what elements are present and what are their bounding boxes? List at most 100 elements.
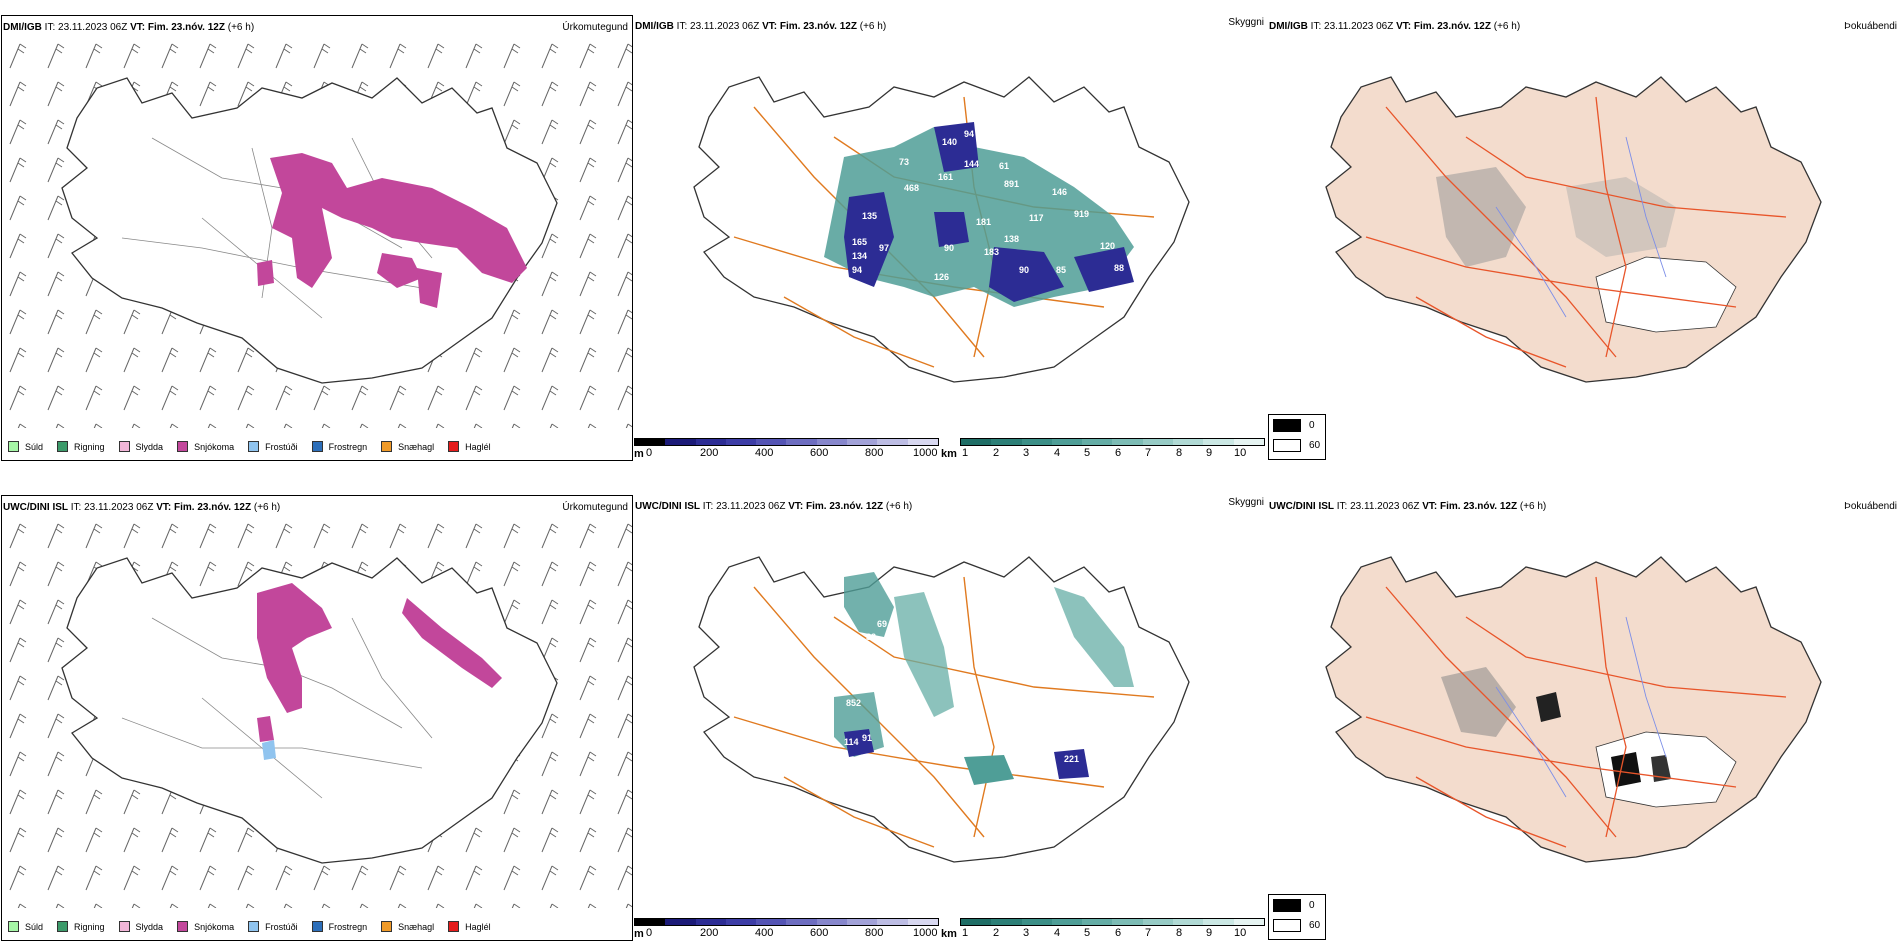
legend-item: Súld <box>8 441 43 452</box>
value-label: 32 <box>866 632 876 642</box>
fog-index-panel-top: DMI/IGB IT: 23.11.2023 06Z VT: Fim. 23.n… <box>1266 15 1899 461</box>
value-label: 891 <box>1004 179 1019 189</box>
panel-title: Skyggni <box>1228 17 1264 28</box>
legend-item: Frostregn <box>311 441 367 452</box>
value-label: 161 <box>1019 739 1034 749</box>
value-label: 90 <box>944 243 954 253</box>
fog-white-area <box>1595 256 1737 333</box>
value-label: 852 <box>846 698 861 708</box>
precip-legend: Súld Rigning Slydda Snjókoma Frostúði Fr… <box>8 441 505 452</box>
value-label: 73 <box>899 157 909 167</box>
km-colorbar <box>960 918 1265 926</box>
snow-area-2 <box>402 598 502 688</box>
km-tick-labels: 1 2 3 4 5 6 7 8 9 10 <box>962 927 1247 939</box>
panel-header: UWC/DINI ISL IT: 23.11.2023 06Z VT: Fim.… <box>3 502 281 513</box>
value-label: 61 <box>999 161 1009 171</box>
legend-item: Rigning <box>57 921 105 932</box>
m-unit: m <box>634 928 644 940</box>
panel-header: DMI/IGB IT: 23.11.2023 06Z VT: Fim. 23.n… <box>1269 21 1521 32</box>
value-label: 468 <box>904 183 919 193</box>
vt-label: VT: Fim. 23.nóv. 12Z <box>130 22 225 33</box>
fog-dark-area-3 <box>1651 755 1671 782</box>
value-label: 94 <box>964 129 974 139</box>
snow-area-3 <box>257 716 274 742</box>
legend-item: Snjókoma <box>177 921 234 932</box>
km-unit: km <box>941 448 957 460</box>
km-unit: km <box>941 928 957 940</box>
legend-item: Frostúði <box>248 441 298 452</box>
visibility-km-scale: 1 2 3 4 5 6 7 8 9 10 <box>960 438 1265 460</box>
visibility-km-scale: 1 2 3 4 5 6 7 8 9 10 <box>960 918 1265 940</box>
panel-header: DMI/IGB IT: 23.11.2023 06Z VT: Fim. 23.n… <box>3 22 254 33</box>
iceland-fog-map <box>1325 556 1822 863</box>
value-label: 165 <box>852 237 867 247</box>
m-colorbar <box>634 918 939 926</box>
m-tick-labels: 0 200 400 600 800 1000 <box>646 447 938 459</box>
snow-area-2 <box>377 253 422 288</box>
legend-item: Haglél <box>448 921 491 932</box>
value-label: 193 <box>769 184 784 194</box>
legend-item: Rigning <box>57 441 105 452</box>
visibility-km-area-1 <box>844 572 894 637</box>
value-label: 140 <box>942 137 957 147</box>
legend-item: Frostregn <box>311 921 367 932</box>
fog-legend: 0 60 <box>1268 414 1326 460</box>
fog-grey-area-1 <box>1441 667 1516 737</box>
freezing-drizzle-area <box>262 740 276 760</box>
fog-dark-area-1 <box>1536 692 1561 722</box>
visibility-km-area-2 <box>894 592 954 717</box>
value-label: 120 <box>972 741 987 751</box>
legend-item: Snæhagl <box>381 921 434 932</box>
legend-item: Slydda <box>118 921 163 932</box>
visibility-km-area <box>824 127 1134 307</box>
value-label: 85 <box>1056 265 1066 275</box>
value-label: 91 <box>862 733 872 743</box>
visibility-panel-bottom: UWC/DINI ISL IT: 23.11.2023 06Z VT: Fim.… <box>634 495 1266 941</box>
legend-item: Frostúði <box>248 921 298 932</box>
value-label: 114 <box>844 737 859 747</box>
visibility-value-labels: 69 32 852 114 91 151 120 161 221 181 <box>844 619 1109 764</box>
value-label: 126 <box>934 272 949 282</box>
fog-legend-row: 0 <box>1269 895 1325 915</box>
iceland-visibility-map: 193 94 140 73 135 144 61 195 468 161 891… <box>693 76 1190 383</box>
value-label: 195 <box>1044 161 1059 171</box>
panel-title: Úrkomutegund <box>562 502 628 513</box>
visibility-m-scale: 0 200 400 600 800 1000 <box>634 438 939 460</box>
visibility-m-area-4 <box>1074 247 1134 292</box>
visibility-m-scale: 0 200 400 600 800 1000 <box>634 918 939 940</box>
iceland-visibility-map: 69 32 852 114 91 151 120 161 221 181 <box>693 556 1190 863</box>
panel-title: Þokuábendi <box>1844 501 1897 512</box>
legend-item: Haglél <box>448 441 491 452</box>
km-tick-labels: 1 2 3 4 5 6 7 8 9 10 <box>962 447 1247 459</box>
value-label: 144 <box>964 159 979 169</box>
legend-item: Snæhagl <box>381 441 434 452</box>
snow-area-3 <box>417 268 442 308</box>
value-label: 88 <box>1114 263 1124 273</box>
visibility-m-area-3 <box>989 247 1064 302</box>
visibility-panel-top: DMI/IGB IT: 23.11.2023 06Z VT: Fim. 23.n… <box>634 15 1266 461</box>
fog-legend-row: 60 <box>1269 435 1325 455</box>
it-label: IT: <box>44 22 56 33</box>
panel-header: UWC/DINI ISL IT: 23.11.2023 06Z VT: Fim.… <box>1269 501 1547 512</box>
visibility-m-area-2 <box>964 755 1014 785</box>
fog-dark-area-2 <box>1611 752 1641 787</box>
fog-index-panel-bottom: UWC/DINI ISL IT: 23.11.2023 06Z VT: Fim.… <box>1266 495 1899 941</box>
snow-area-1 <box>257 583 332 713</box>
legend-item: Snjókoma <box>177 441 234 452</box>
panel-title: Skyggni <box>1228 497 1264 508</box>
iceland-precip-map <box>2 38 632 428</box>
model-name: DMI/IGB <box>3 22 42 33</box>
value-label: 181 <box>1094 739 1109 749</box>
iceland-fog-map <box>1325 76 1822 383</box>
value-label: 919 <box>1074 209 1089 219</box>
panel-title: Úrkomutegund <box>562 22 628 33</box>
snow-area-4 <box>257 260 274 286</box>
value-label: 183 <box>984 247 999 257</box>
value-label: 205 <box>1144 236 1159 246</box>
m-tick-labels: 0 200 400 600 800 1000 <box>646 927 938 939</box>
precip-type-panel-top: DMI/IGB IT: 23.11.2023 06Z VT: Fim. 23.n… <box>1 15 633 461</box>
iceland-precip-map <box>2 518 632 908</box>
value-label: 151 <box>1144 249 1159 259</box>
value-label: 69 <box>877 619 887 629</box>
value-label: 151 <box>919 721 934 731</box>
